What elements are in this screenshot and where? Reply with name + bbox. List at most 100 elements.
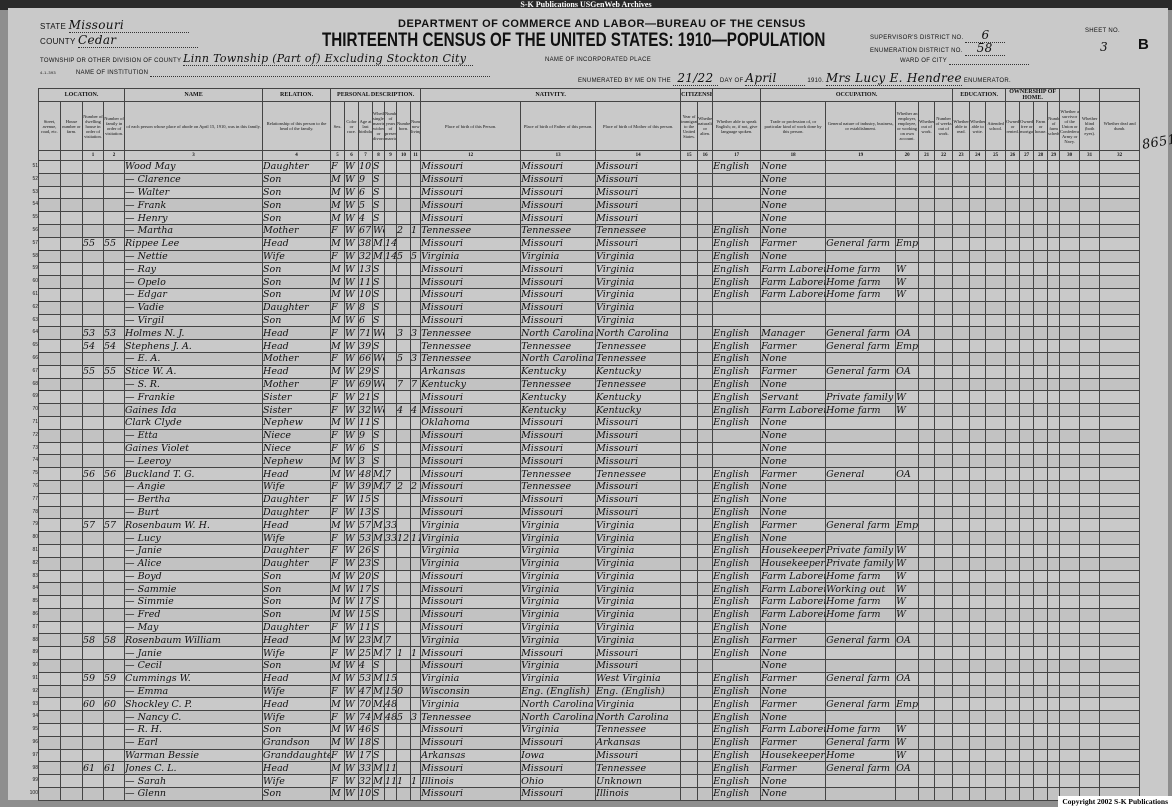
cell-schedule	[1047, 659, 1061, 673]
cell-schedule	[1047, 326, 1061, 341]
cell-immigration	[680, 223, 699, 238]
cell-language	[712, 454, 762, 469]
cell-immigration	[680, 582, 699, 597]
cell-read	[952, 249, 971, 264]
cell-weeks-out	[934, 467, 954, 481]
cell-veteran	[1059, 774, 1081, 789]
cell-employer: W	[895, 582, 920, 597]
cell-birthplace: Missouri	[420, 607, 522, 622]
cell-naturalized	[697, 479, 714, 494]
cell-sex: M	[330, 262, 346, 277]
cell-owned	[1005, 697, 1021, 712]
cell-race: W	[344, 211, 360, 225]
cell-born	[396, 198, 412, 213]
cell-school	[985, 211, 1007, 225]
cell-born	[396, 659, 412, 673]
cell-employer	[895, 684, 920, 699]
cell-dwelling	[82, 441, 104, 456]
cell-trade: Farmer	[760, 339, 827, 353]
cell-employer	[895, 659, 920, 673]
cell-read	[952, 607, 971, 622]
cell-relation: Daughter	[262, 300, 332, 315]
cell-dwelling	[82, 505, 104, 520]
cell-read	[952, 697, 971, 712]
cell-free	[1019, 620, 1035, 635]
cell-name: Rosenbaum W. H.	[124, 518, 264, 533]
cell-employer: Emp	[895, 697, 920, 712]
cell-house	[60, 607, 83, 622]
column-header-marital: Whether single, married, widowed, or div…	[372, 101, 386, 151]
cell-employer	[895, 223, 920, 238]
cell-living	[410, 275, 422, 289]
line-number: 83	[32, 572, 38, 579]
cell-farm	[1033, 172, 1049, 187]
cell-race: W	[344, 172, 360, 187]
cell-deaf	[1099, 774, 1141, 789]
cell-immigration	[680, 684, 699, 699]
cell-born	[396, 607, 412, 622]
cell-weeks-out	[934, 211, 954, 225]
column-number: 10	[396, 150, 412, 161]
cell-language: English	[712, 287, 762, 302]
cell-born	[396, 390, 412, 405]
column-number-row: 1 2 3 4 5 6 7 8 9 10 11 12 13 14 15 16 17 18 19 20 21 22 23 24 2…	[38, 150, 1141, 161]
cell-sex: M	[330, 454, 346, 469]
cell-schedule	[1047, 582, 1061, 597]
cell-name: — Virgil	[124, 313, 264, 328]
cell-family	[102, 659, 126, 673]
cell-employer: Emp	[895, 518, 920, 533]
cell-language: English	[712, 351, 762, 366]
line-number: 58	[32, 252, 38, 259]
cell-deaf	[1099, 492, 1141, 507]
cell-dwelling	[82, 300, 104, 315]
cell-sex: M	[330, 236, 346, 251]
cell-race: W	[344, 684, 360, 699]
line-number: 95	[32, 726, 38, 733]
column-number: 6	[344, 150, 360, 161]
cell-naturalized	[697, 569, 714, 584]
cell-born	[396, 505, 412, 520]
cell-family	[102, 595, 126, 609]
cell-born: 2	[396, 479, 412, 494]
cell-free	[1019, 198, 1035, 213]
group-header	[712, 88, 762, 102]
cell-dwelling	[82, 774, 104, 789]
cell-schedule	[1047, 275, 1061, 289]
column-number: 8	[372, 150, 386, 161]
cell-farm	[1033, 249, 1049, 264]
cell-sex: M	[330, 569, 346, 584]
cell-age: 9	[358, 428, 374, 443]
cell-out-of-work	[918, 454, 936, 469]
cell-street	[38, 390, 61, 405]
cell-birthplace: Missouri	[420, 236, 522, 251]
cell-out-of-work	[918, 518, 936, 533]
line-number: 73	[32, 444, 38, 451]
cell-employer: W	[895, 569, 920, 584]
cell-dwelling	[82, 607, 104, 622]
cell-born	[396, 454, 412, 469]
cell-relation: Grandson	[262, 735, 332, 750]
cell-immigration	[680, 454, 699, 469]
cell-schedule	[1047, 735, 1061, 750]
cell-veteran	[1059, 646, 1081, 661]
cell-veteran	[1059, 300, 1081, 315]
cell-race: W	[344, 582, 360, 597]
line-number: 85	[32, 598, 38, 605]
column-number: 23	[952, 150, 971, 161]
cell-dwelling: 55	[82, 364, 104, 379]
cell-living	[410, 748, 422, 763]
cell-deaf	[1099, 390, 1141, 405]
copyright-notice: Copyright 2002 S-K Publications	[1058, 796, 1172, 807]
cell-employer	[895, 172, 920, 187]
cell-weeks-out	[934, 313, 954, 328]
cell-born	[396, 543, 412, 558]
cell-name: Stice W. A.	[124, 364, 264, 379]
table-row: — Earl Grandson M W 18 S Missouri Missouri Arkan…	[38, 735, 1141, 750]
cell-father: Virginia	[520, 607, 597, 622]
cell-read	[952, 236, 971, 251]
cell-write	[969, 339, 987, 353]
cell-years-married	[384, 428, 398, 443]
table-row: — Leeroy Nephew M W 3 S Missouri Missouri Missou…	[38, 454, 1141, 469]
cell-mother: Virginia	[595, 275, 682, 289]
